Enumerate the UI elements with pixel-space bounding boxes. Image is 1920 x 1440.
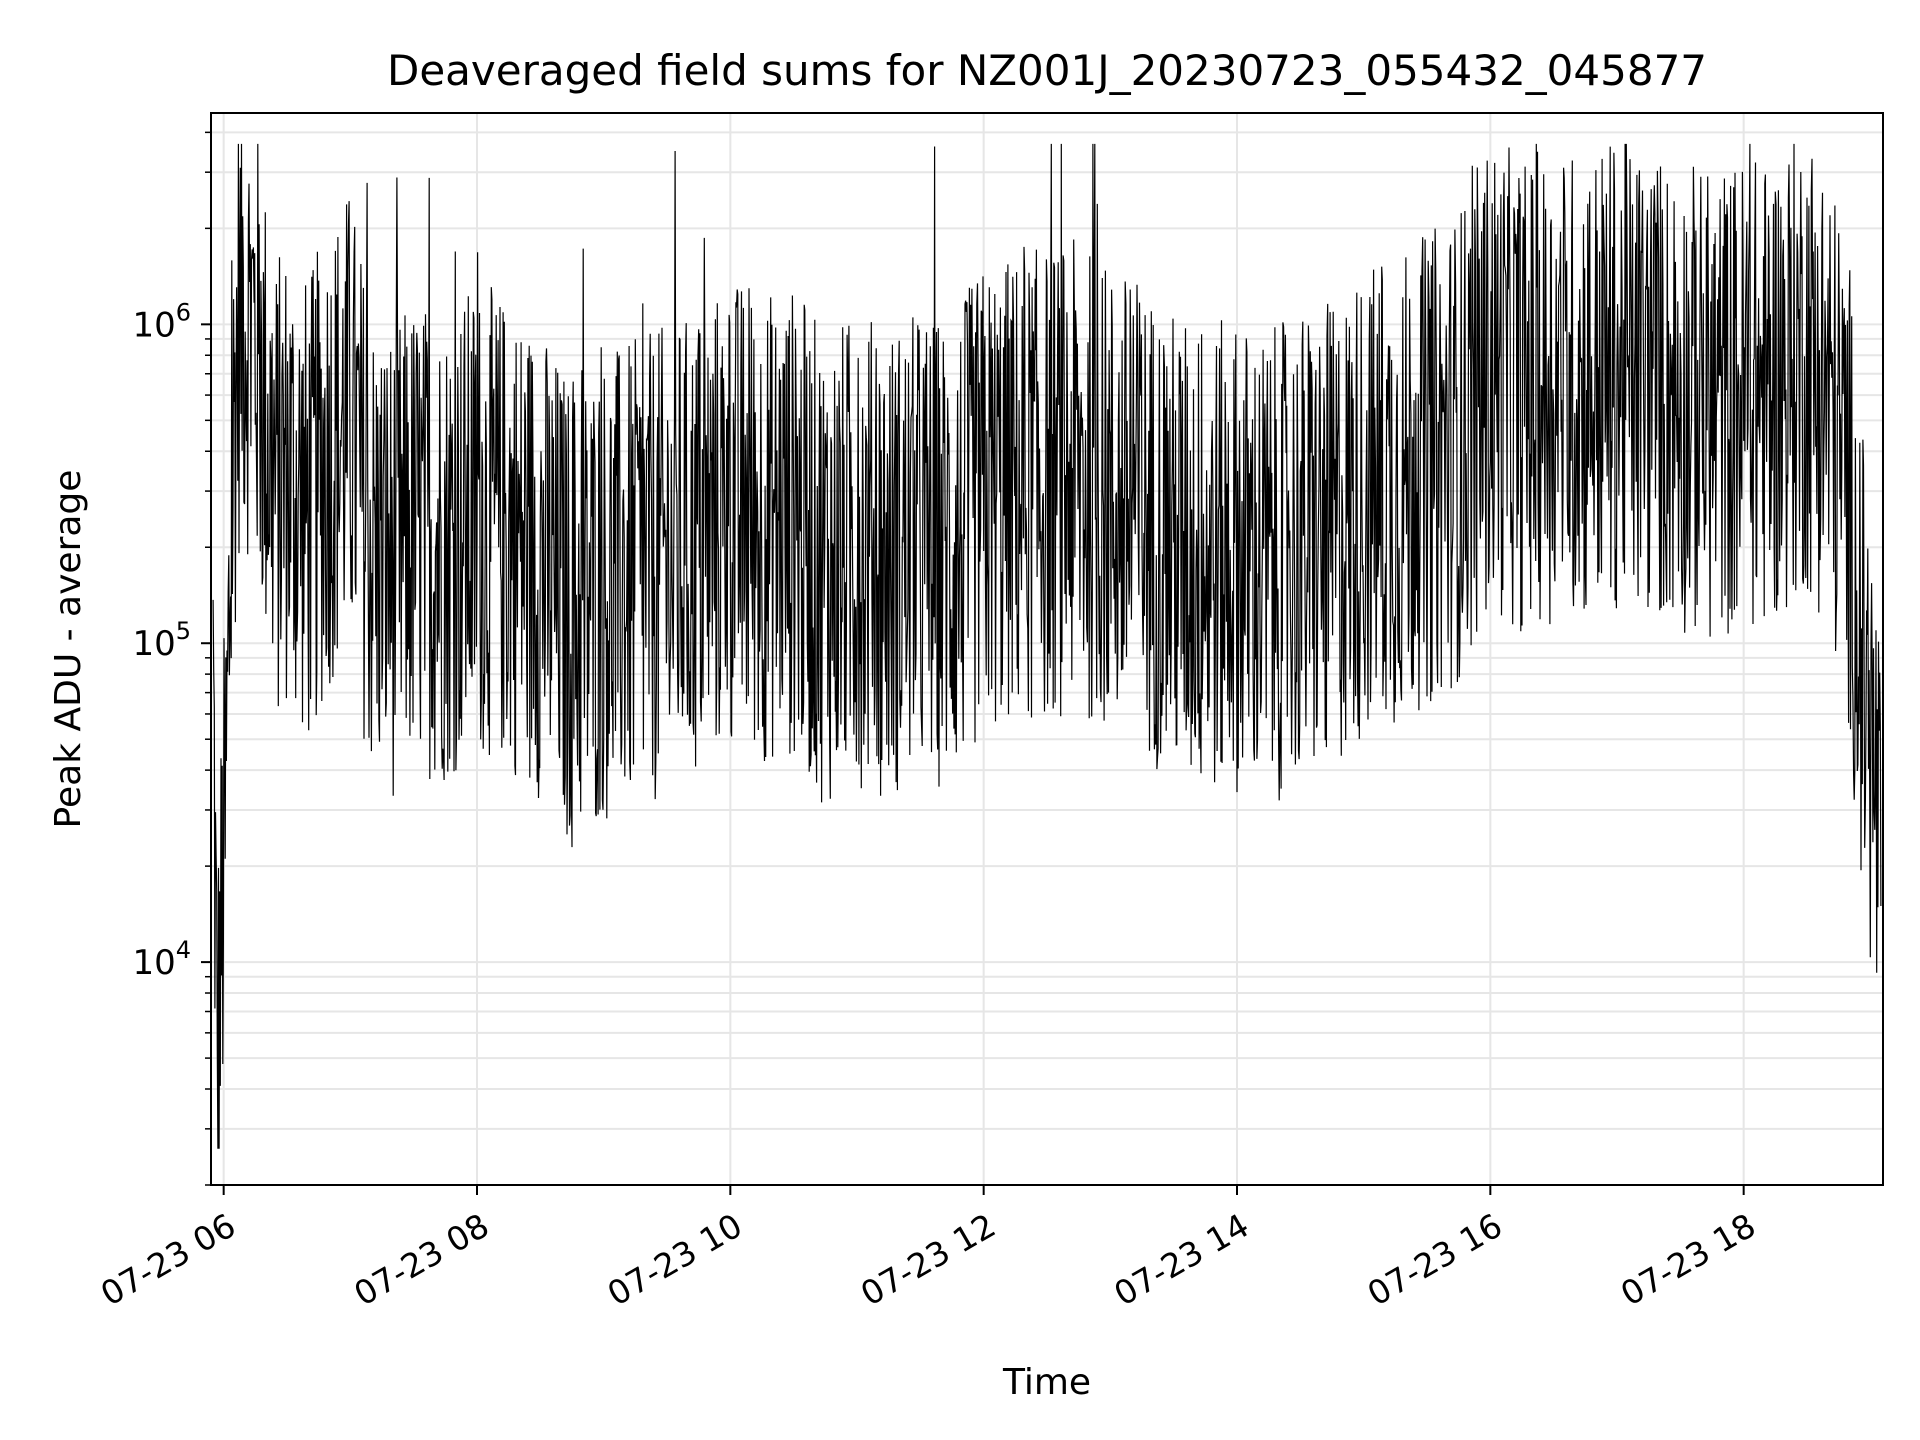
chart-title: Deaveraged field sums for NZ001J_2023072…	[387, 46, 1707, 95]
plot-frame	[210, 112, 1884, 1186]
series-line-group	[212, 143, 1882, 1149]
series-line	[212, 143, 1882, 1149]
y-axis-label: Peak ADU - average	[48, 470, 89, 829]
y-tick-label: 106	[132, 298, 191, 345]
x-axis-label: Time	[1002, 1362, 1091, 1403]
y-tick-label: 104	[132, 936, 191, 983]
y-tick-label: 105	[132, 617, 191, 664]
